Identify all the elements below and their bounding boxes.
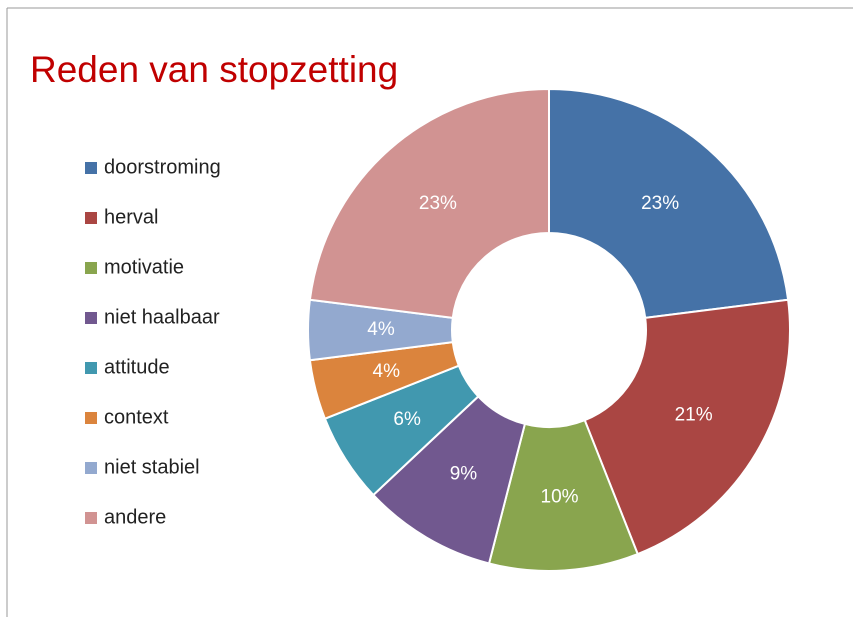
data-label: 21% bbox=[675, 405, 713, 426]
donut-slice bbox=[583, 298, 791, 556]
data-label: 23% bbox=[641, 193, 679, 214]
legend-swatch bbox=[85, 462, 97, 474]
legend-label: attitude bbox=[104, 356, 170, 378]
data-label: 23% bbox=[419, 193, 457, 214]
data-label: 4% bbox=[373, 361, 401, 382]
legend-swatch bbox=[85, 362, 97, 374]
legend-swatch bbox=[85, 512, 97, 524]
legend-swatch bbox=[85, 262, 97, 274]
legend-label: context bbox=[104, 406, 169, 428]
chart-title: Reden van stopzetting bbox=[30, 49, 398, 90]
legend-label: herval bbox=[104, 206, 158, 228]
legend-label: motivatie bbox=[104, 256, 184, 278]
legend-swatch bbox=[85, 162, 97, 174]
donut-slice bbox=[548, 87, 790, 319]
legend-label: niet stabiel bbox=[104, 456, 200, 478]
legend-swatch bbox=[85, 312, 97, 324]
donut-slice bbox=[308, 87, 550, 319]
legend-label: andere bbox=[104, 506, 166, 528]
legend-label: niet haalbaar bbox=[104, 306, 220, 328]
data-label: 4% bbox=[367, 319, 395, 340]
data-label: 10% bbox=[541, 487, 579, 508]
legend-label: doorstroming bbox=[104, 156, 221, 178]
data-label: 9% bbox=[450, 464, 478, 485]
legend-swatch bbox=[85, 212, 97, 224]
data-label: 6% bbox=[393, 409, 421, 430]
legend-swatch bbox=[85, 412, 97, 424]
